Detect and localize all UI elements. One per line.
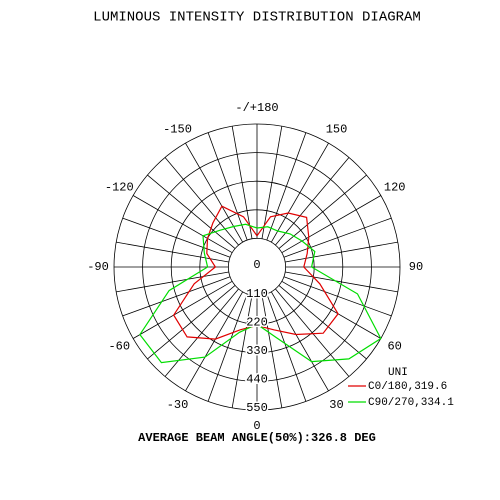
angle-tick-label: 90 — [409, 260, 423, 274]
angle-tick-label: 30 — [329, 398, 343, 412]
legend-label: C0/180,319.6 — [368, 381, 447, 393]
angle-tick-label: 60 — [387, 340, 401, 354]
r-tick-label: 550 — [246, 401, 268, 415]
ring — [142, 152, 372, 382]
angle-tick-label: -/+180 — [235, 101, 278, 115]
series-line — [172, 205, 339, 340]
ring — [113, 123, 401, 411]
angle-tick-label: 120 — [384, 181, 406, 195]
legend-label: C90/270,334.1 — [368, 397, 454, 409]
r-tick-label: 110 — [246, 287, 268, 301]
r-tick-label: 0 — [253, 258, 260, 272]
angle-tick-label: -150 — [163, 122, 192, 136]
r-tick-label: 330 — [246, 344, 268, 358]
angle-tick-label: 150 — [326, 122, 348, 136]
ring — [227, 237, 286, 296]
angle-tick-label: -90 — [87, 260, 109, 274]
angle-tick-label: -120 — [105, 181, 134, 195]
legend-title: UNI — [388, 367, 408, 379]
ring — [170, 180, 344, 354]
angle-tick-label: -30 — [167, 398, 189, 412]
chart-title: LUMINOUS INTENSITY DISTRIBUTION DIAGRAM — [93, 10, 421, 26]
angle-tick-label: -60 — [108, 340, 130, 354]
r-tick-label: 220 — [246, 315, 268, 329]
angle-tick-label: 0 — [253, 419, 260, 433]
series-line — [139, 223, 382, 364]
r-tick-label: 440 — [246, 373, 268, 387]
footer: AVERAGE BEAM ANGLE(50%):326.8 DEG — [138, 431, 376, 445]
